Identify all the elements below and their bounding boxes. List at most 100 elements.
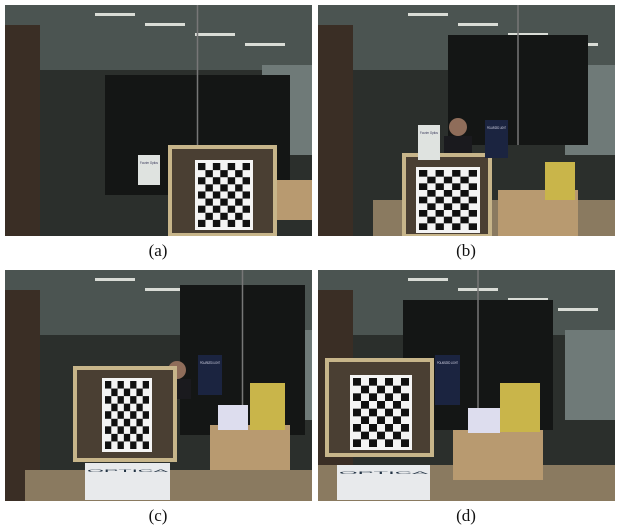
checker-square xyxy=(118,441,124,449)
ceiling-light xyxy=(408,278,448,281)
checker-square xyxy=(118,426,124,434)
checker-square xyxy=(243,191,250,198)
checker-square xyxy=(460,217,468,224)
checker-square xyxy=(130,441,136,449)
checker-square xyxy=(436,210,444,217)
checker-square xyxy=(452,223,460,230)
checker-square xyxy=(469,210,477,217)
checker-square xyxy=(469,170,477,177)
checker-square xyxy=(401,393,409,401)
checker-square xyxy=(124,404,130,412)
checker-square xyxy=(393,432,401,440)
checker-square xyxy=(353,424,361,432)
ceiling-light xyxy=(458,23,498,26)
checker-square xyxy=(469,197,477,204)
book-title: Fourier Optics xyxy=(140,160,158,165)
checker-square xyxy=(220,184,227,191)
checker-square xyxy=(427,217,435,224)
book-title: OPTICA xyxy=(87,468,170,473)
ceiling-light xyxy=(95,13,135,16)
checker-square xyxy=(235,213,242,220)
ceiling-light xyxy=(145,288,185,291)
checker-square xyxy=(460,177,468,184)
checker-square xyxy=(205,184,212,191)
checker-square xyxy=(228,220,235,227)
checker-square xyxy=(118,381,124,389)
checker-square xyxy=(385,409,393,417)
checker-square xyxy=(377,401,385,409)
carton xyxy=(275,180,312,220)
checker-square xyxy=(130,381,136,389)
carton xyxy=(453,430,543,480)
checker-square xyxy=(198,177,205,184)
book xyxy=(468,408,500,433)
checker-square xyxy=(436,197,444,204)
checker-square xyxy=(220,170,227,177)
checker-square xyxy=(369,409,377,417)
book-title: POLARIZED LIGHT xyxy=(200,360,220,365)
checker-square xyxy=(444,190,452,197)
checker-square xyxy=(143,381,149,389)
checker-square xyxy=(198,206,205,213)
checker-square xyxy=(198,220,205,227)
checker-square xyxy=(385,378,393,386)
checker-square xyxy=(105,411,111,419)
ceiling-light xyxy=(408,13,448,16)
checker-square xyxy=(205,213,212,220)
checker-square xyxy=(105,396,111,404)
checker-square xyxy=(393,386,401,394)
checker-square xyxy=(228,206,235,213)
ceiling-light xyxy=(245,43,285,46)
checker-square xyxy=(419,223,427,230)
checker-square xyxy=(353,378,361,386)
checker-square xyxy=(460,190,468,197)
checker-square xyxy=(401,409,409,417)
book-title: Fourier Optics xyxy=(420,130,438,135)
checker-square xyxy=(213,163,220,170)
book xyxy=(545,162,575,200)
checker-square xyxy=(452,170,460,177)
photo: POLARIZED LIGHT OPTICA xyxy=(5,270,312,501)
checker-square xyxy=(419,197,427,204)
checker-square xyxy=(136,419,142,427)
checker-square xyxy=(401,424,409,432)
checker-square xyxy=(111,434,117,442)
checker-square xyxy=(235,199,242,206)
checker-square xyxy=(353,409,361,417)
checker-square xyxy=(469,183,477,190)
checker-square xyxy=(136,434,142,442)
checker-square xyxy=(377,386,385,394)
checker-square xyxy=(444,177,452,184)
photo: Fourier Optics POLARIZED LIGHT xyxy=(318,5,615,236)
book xyxy=(250,383,285,430)
checker-square xyxy=(136,389,142,397)
book-title: POLARIZED LIGHT xyxy=(487,125,506,130)
checker-square xyxy=(385,393,393,401)
checker-square xyxy=(452,183,460,190)
checker-square xyxy=(220,213,227,220)
checker-square xyxy=(385,424,393,432)
checker-square xyxy=(361,416,369,424)
checker-square xyxy=(361,401,369,409)
checker-square xyxy=(130,411,136,419)
checker-square xyxy=(361,386,369,394)
checker-square xyxy=(118,411,124,419)
checker-square xyxy=(419,170,427,177)
ceiling-light xyxy=(145,23,185,26)
subfigure-label: (b) xyxy=(416,241,516,261)
checker-square xyxy=(228,191,235,198)
book-title: POLARIZED LIGHT xyxy=(437,360,458,365)
checker-square xyxy=(369,424,377,432)
photo: Fourier Optics xyxy=(5,5,312,236)
checker-square xyxy=(377,416,385,424)
doorway xyxy=(5,25,40,236)
ceiling-light xyxy=(95,278,135,281)
checker-square xyxy=(243,177,250,184)
checker-square xyxy=(353,393,361,401)
checker-square xyxy=(213,191,220,198)
checker-square xyxy=(124,419,130,427)
subfigure-label: (a) xyxy=(108,241,208,261)
checker-square xyxy=(377,432,385,440)
checker-square xyxy=(143,426,149,434)
checker-square xyxy=(243,220,250,227)
